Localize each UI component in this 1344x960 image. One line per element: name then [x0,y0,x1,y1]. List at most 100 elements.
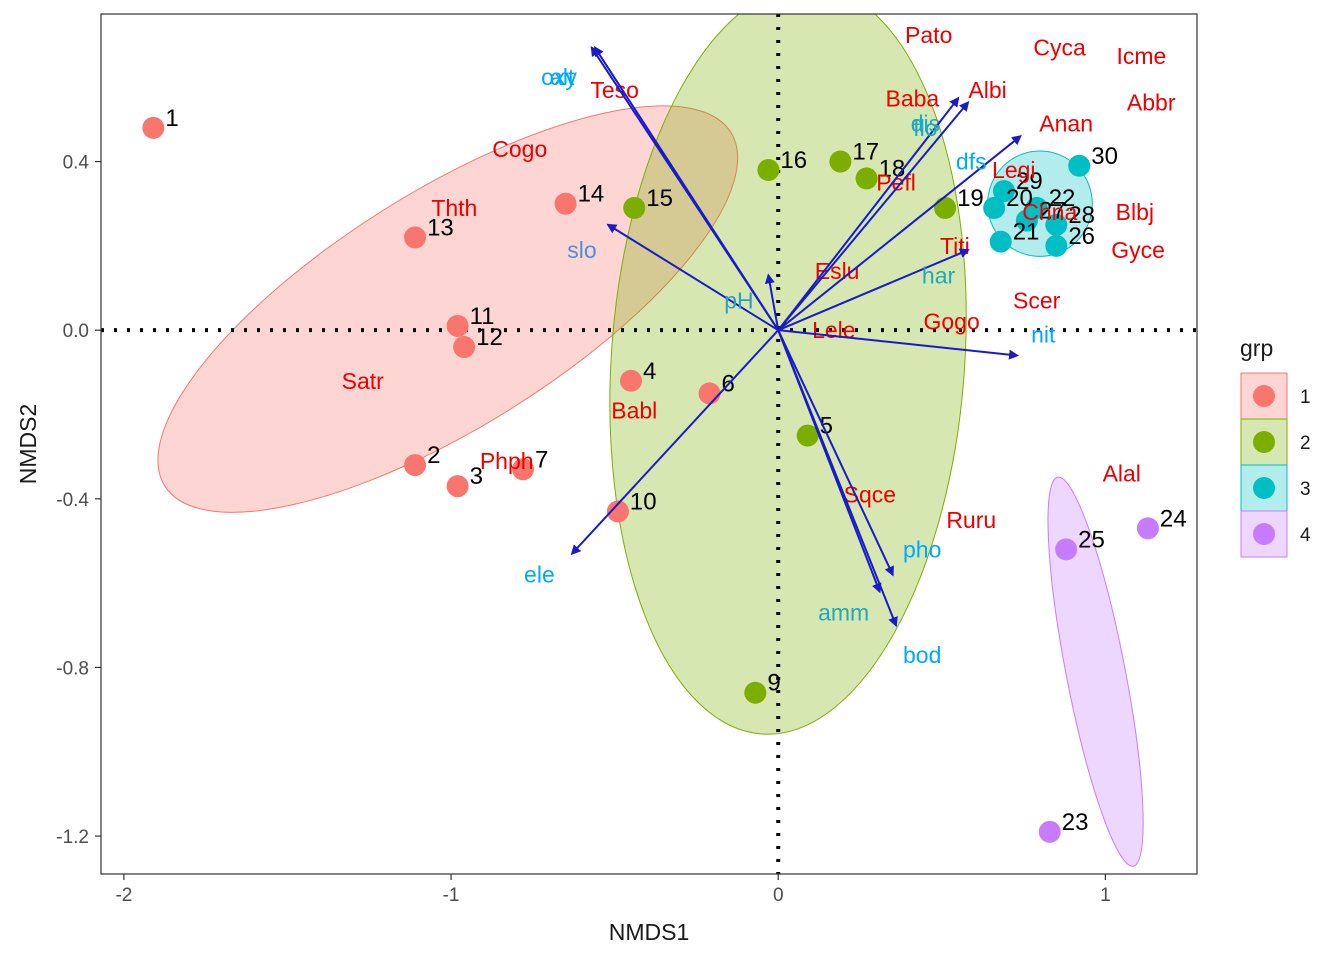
site-label-4: 4 [643,358,656,385]
species-label-Alal: Alal [1103,461,1141,487]
species-label-Abbr: Abbr [1127,90,1176,116]
y-tick-label: -0.4 [56,490,89,511]
legend-point-1 [1253,385,1275,407]
env-label-oxy: oxy [541,64,577,90]
env-arrow-pho [777,329,894,577]
site-label-26: 26 [1068,223,1095,250]
site-point-5 [796,424,819,447]
env-label-amm: amm [818,600,869,626]
site-point-11 [446,314,469,337]
site-label-5: 5 [820,413,833,440]
env-label-har: har [922,262,956,288]
env-label-dfs: dfs [956,149,987,175]
env-label-ele: ele [524,562,555,588]
legend-label-2: 2 [1300,433,1311,454]
site-point-15 [623,196,646,219]
x-tick-label: -2 [115,885,132,906]
legend-label-4: 4 [1300,525,1311,546]
site-label-16: 16 [780,147,807,174]
site-point-24 [1136,517,1159,540]
site-point-7 [512,458,535,481]
confidence-ellipse-grp-4 [1047,476,1144,867]
site-point-28 [1045,213,1068,236]
site-label-12: 12 [476,324,503,351]
site-point-9 [744,681,767,704]
env-label-slo: slo [567,237,596,263]
env-arrow-dis [777,100,970,331]
x-tick-label: -1 [443,885,460,906]
env-arrow-flo [777,96,960,331]
site-point-26 [1045,234,1068,257]
site-point-4 [620,369,643,392]
site-point-25 [1055,538,1078,561]
y-tick-label: -0.8 [56,658,89,679]
env-arrow-pH [764,273,780,331]
site-label-20: 20 [1006,185,1033,212]
env-label-pho: pho [903,536,941,562]
species-label-Legi: Legi [992,157,1035,183]
site-point-2 [404,454,427,477]
y-axis-title: NMDS2 [15,404,41,485]
env-label-bod: bod [903,642,941,668]
site-label-9: 9 [767,670,780,697]
site-point-3 [446,475,469,498]
species-label-Chna: Chna [1022,199,1077,225]
site-point-29 [992,180,1015,203]
env-arrow-ele [570,329,779,556]
env-label-alt: alt [550,64,575,90]
species-label-Scer: Scer [1013,288,1061,314]
confidence-ellipse-grp-2 [609,14,967,735]
env-arrow-oxy [593,46,780,331]
legend: grp 1 2 3 4 [1240,335,1311,558]
species-label-Anan: Anan [1039,111,1093,137]
site-label-17: 17 [852,139,879,166]
species-label-Blbj: Blbj [1116,199,1154,225]
x-tick-label: 1 [1100,885,1111,906]
site-label-3: 3 [470,463,483,490]
legend-title: grp [1240,335,1273,361]
legend-point-2 [1253,431,1275,453]
env-arrow-bod [777,329,898,628]
env-label-dis: dis [911,111,940,137]
legend-point-3 [1253,477,1275,499]
site-point-12 [453,336,476,359]
plot-area: 1234671011121314591516171819202122262728… [101,14,1197,874]
site-label-23: 23 [1062,809,1089,836]
species-label-Thth: Thth [431,195,477,221]
legend-point-4 [1253,523,1275,545]
site-point-23 [1038,820,1061,843]
legend-label-3: 3 [1300,479,1311,500]
site-label-27: 27 [1039,198,1066,225]
x-tick-label: 0 [773,885,784,906]
species-label-Babl: Babl [611,397,657,423]
site-label-13: 13 [427,214,454,241]
env-arrow-nit [778,329,1020,360]
x-axis-title: NMDS1 [609,919,690,945]
env-label-nit: nit [1031,321,1056,347]
site-point-1 [142,116,165,139]
species-label-Cogo: Cogo [492,136,547,162]
site-label-28: 28 [1068,202,1095,229]
env-arrow-dfs [777,135,1022,331]
env-arrow-har [777,248,970,332]
species-label-Pato: Pato [905,22,952,48]
site-label-18: 18 [879,155,906,182]
env-arrow-slo [606,223,779,332]
site-label-21: 21 [1013,219,1040,246]
species-label-Phph: Phph [480,448,534,474]
site-label-7: 7 [535,446,548,473]
site-point-19 [934,196,957,219]
species-label-Sqce: Sqce [844,482,896,508]
site-label-1: 1 [165,105,178,132]
site-label-14: 14 [578,181,605,208]
y-tick-label: 0.0 [63,321,89,342]
site-label-2: 2 [427,442,440,469]
species-label-Baba: Baba [886,85,940,111]
species-label-Satr: Satr [342,368,385,394]
legend-label-1: 1 [1300,387,1311,408]
site-point-18 [855,167,878,190]
site-label-25: 25 [1078,526,1105,553]
site-point-14 [554,192,577,215]
species-label-Gogo: Gogo [923,309,979,335]
